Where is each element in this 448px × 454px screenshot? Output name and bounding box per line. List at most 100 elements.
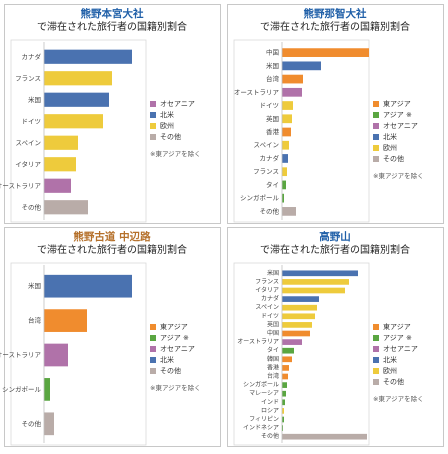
category-label: フランス bbox=[255, 278, 279, 285]
legend-label: その他 bbox=[160, 366, 181, 375]
chart-title: 熊野古道 中辺路 bbox=[73, 230, 151, 243]
chart-subtitle: で滞在された旅行者の国籍別割合 bbox=[37, 20, 187, 33]
category-label: その他 bbox=[260, 206, 280, 215]
bar bbox=[282, 74, 303, 84]
category-label: ドイツ bbox=[22, 117, 42, 125]
bar bbox=[282, 347, 294, 354]
bar bbox=[282, 180, 286, 190]
legend-note: ※東アジアを除く bbox=[373, 394, 424, 403]
chart-panel: 熊野本宮大社で滞在された旅行者の国籍別割合カナダフランス米国ドイツスペインイタリ… bbox=[0, 4, 221, 224]
legend-swatch bbox=[373, 368, 379, 374]
category-label: シンガポール bbox=[2, 384, 42, 393]
bar bbox=[282, 356, 292, 363]
legend-label: その他 bbox=[383, 377, 404, 386]
chart-panel: 高野山で滞在された旅行者の国籍別割合米国フランスイタリアカナダスペインドイツ英国… bbox=[227, 227, 444, 447]
category-label: スペイン bbox=[15, 139, 41, 147]
plot-frame bbox=[10, 262, 147, 446]
bar bbox=[44, 114, 103, 129]
legend-label: 東アジア bbox=[383, 322, 411, 331]
category-label: 台湾 bbox=[266, 74, 280, 83]
legend-note: ※東アジアを除く bbox=[150, 149, 201, 158]
bar bbox=[44, 309, 87, 332]
panel-border bbox=[4, 4, 221, 224]
category-label: イタリア bbox=[255, 286, 279, 294]
chart-subtitle: で滞在された旅行者の国籍別割合 bbox=[37, 243, 187, 256]
plot-frame bbox=[10, 39, 147, 223]
legend-label: アジア ※ bbox=[160, 334, 189, 342]
category-label: タイ bbox=[267, 346, 279, 354]
legend-label: 北米 bbox=[160, 110, 174, 119]
bar bbox=[282, 322, 312, 328]
bar bbox=[44, 71, 112, 86]
category-label: その他 bbox=[22, 419, 42, 428]
legend-swatch bbox=[150, 335, 156, 341]
category-label: フランス bbox=[253, 168, 279, 176]
legend-swatch bbox=[373, 145, 379, 151]
bar bbox=[44, 200, 88, 215]
legend-label: その他 bbox=[160, 132, 181, 141]
bar bbox=[282, 140, 289, 150]
legend-swatch bbox=[373, 335, 379, 341]
category-label: ロシア bbox=[261, 407, 279, 414]
bar bbox=[282, 296, 319, 302]
legend-label: 欧州 bbox=[383, 366, 397, 375]
category-label: 米国 bbox=[267, 269, 279, 277]
legend-label: オセアニア bbox=[160, 100, 195, 108]
bar bbox=[282, 425, 283, 431]
bar bbox=[44, 135, 78, 150]
category-label: 台湾 bbox=[267, 372, 279, 380]
panel-border bbox=[227, 227, 444, 447]
bar bbox=[282, 313, 315, 320]
legend-label: 東アジア bbox=[383, 99, 411, 108]
category-label: ドイツ bbox=[260, 102, 280, 110]
category-label: フランス bbox=[15, 74, 41, 82]
chart-title: 熊野那智大社 bbox=[304, 7, 367, 20]
category-label: シンガポール bbox=[240, 193, 280, 202]
legend-swatch bbox=[373, 346, 379, 352]
chart-subtitle: で滞在された旅行者の国籍別割合 bbox=[260, 243, 410, 256]
category-label: 米国 bbox=[28, 95, 41, 104]
bar bbox=[282, 399, 285, 406]
bar bbox=[282, 408, 284, 414]
legend-note: ※東アジアを除く bbox=[373, 171, 424, 180]
category-label: 香港 bbox=[266, 127, 280, 136]
bar bbox=[44, 343, 68, 367]
bar bbox=[282, 416, 284, 423]
legend-label: 欧州 bbox=[383, 143, 397, 152]
panel-border bbox=[4, 227, 221, 447]
bar bbox=[282, 207, 296, 216]
category-label: 香港 bbox=[267, 363, 279, 371]
category-label: 米国 bbox=[28, 281, 41, 290]
legend-swatch bbox=[150, 134, 156, 140]
legend-swatch bbox=[373, 357, 379, 363]
bar bbox=[44, 378, 50, 401]
legend-swatch bbox=[373, 156, 379, 162]
legend-label: 東アジア bbox=[160, 322, 188, 331]
bar bbox=[282, 433, 367, 440]
bar bbox=[282, 279, 349, 285]
legend-label: アジア ※ bbox=[383, 334, 412, 342]
legend-swatch bbox=[373, 112, 379, 118]
bar bbox=[282, 48, 369, 57]
category-label: 中国 bbox=[266, 48, 279, 57]
bar bbox=[282, 61, 321, 71]
legend-label: オセアニア bbox=[160, 345, 195, 353]
bar bbox=[282, 127, 291, 137]
category-label: スペイン bbox=[255, 304, 279, 311]
category-label: イタリア bbox=[15, 159, 41, 168]
legend-swatch bbox=[373, 324, 379, 330]
legend-label: 北米 bbox=[383, 355, 397, 364]
chart-panel: 熊野古道 中辺路で滞在された旅行者の国籍別割合米国台湾オーストラリアシンガポール… bbox=[0, 227, 221, 447]
category-label: 中国 bbox=[267, 329, 279, 337]
category-label: オーストラリア bbox=[234, 88, 280, 96]
bar bbox=[282, 330, 310, 337]
bar bbox=[282, 193, 284, 203]
bar bbox=[282, 365, 289, 371]
legend-swatch bbox=[373, 123, 379, 129]
category-label: カナダ bbox=[22, 52, 42, 61]
panel-border bbox=[227, 4, 444, 224]
bar bbox=[282, 382, 287, 388]
category-label: オーストラリア bbox=[237, 339, 279, 346]
legend-swatch bbox=[150, 101, 156, 107]
